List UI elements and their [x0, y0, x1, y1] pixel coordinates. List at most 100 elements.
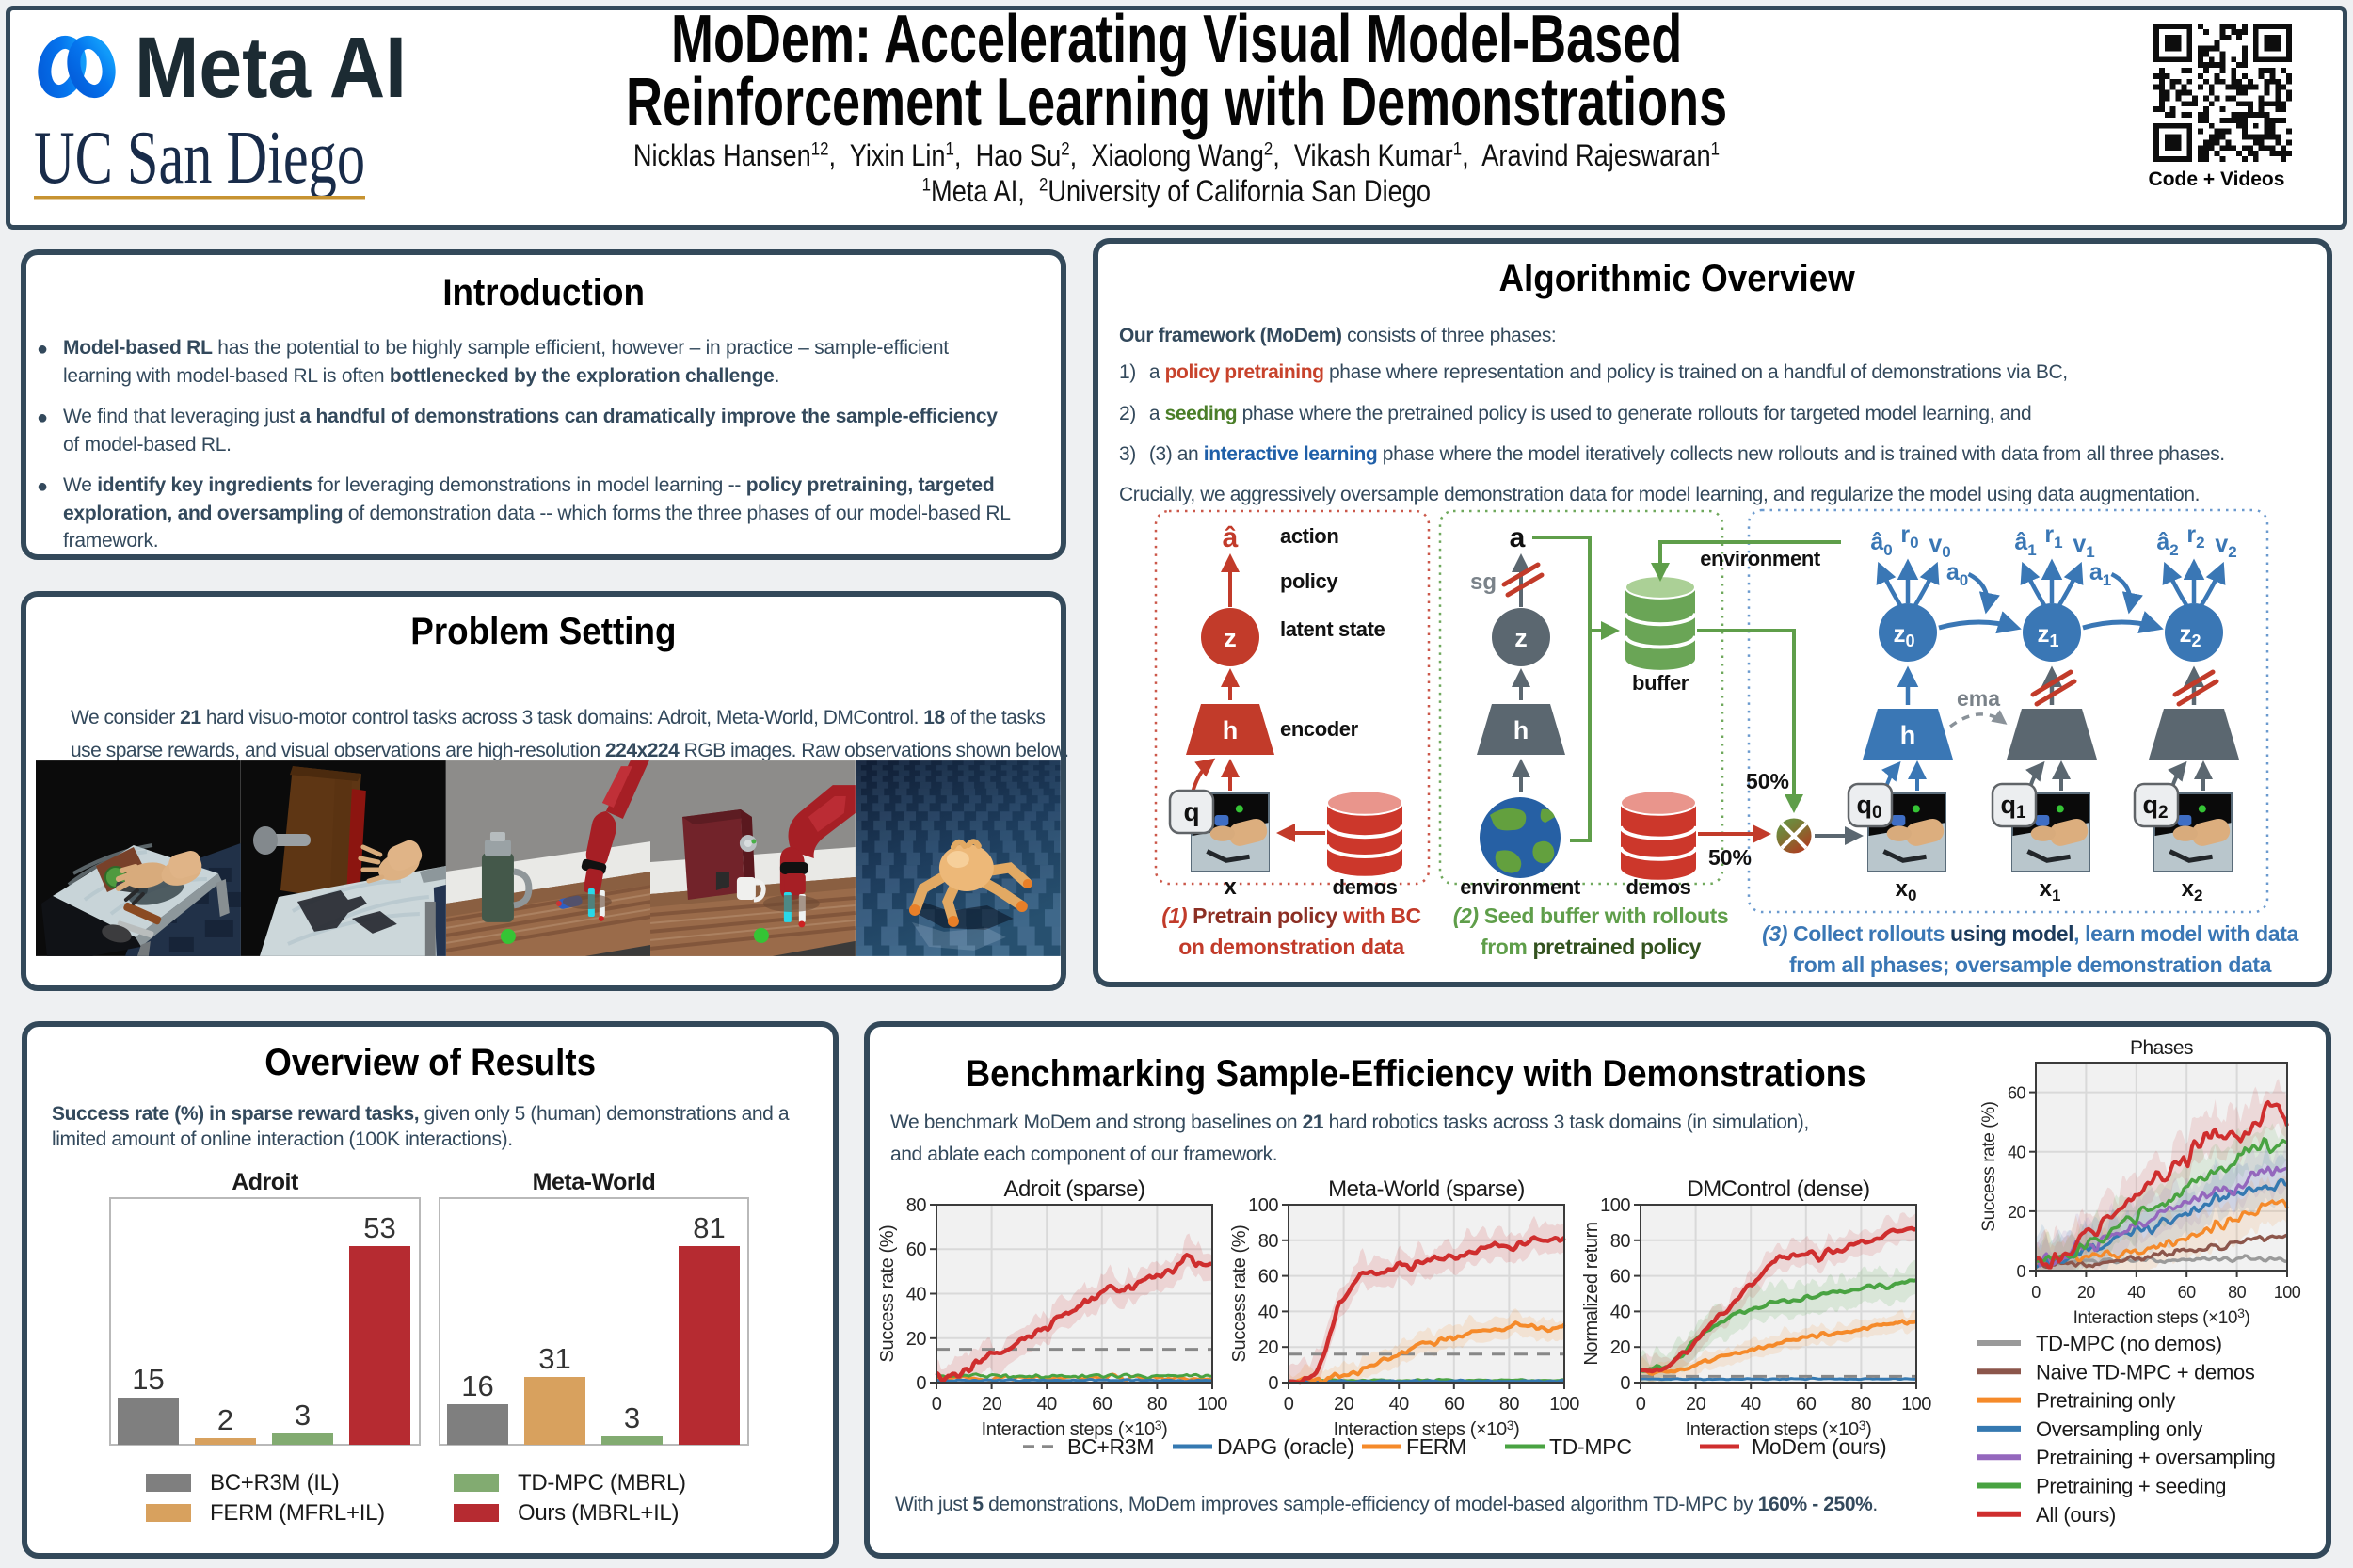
svg-text:31: 31	[538, 1342, 570, 1375]
svg-text:h: h	[1900, 721, 1916, 749]
svg-text:100: 100	[1600, 1195, 1630, 1216]
svg-text:0: 0	[916, 1373, 926, 1394]
svg-text:80: 80	[1851, 1394, 1872, 1415]
svg-text:x: x	[1224, 874, 1237, 900]
svg-text:ema: ema	[1957, 686, 2000, 711]
svg-text:Ours (MBRL+IL): Ours (MBRL+IL)	[518, 1500, 679, 1526]
svg-text:Interaction steps (×103): Interaction steps (×103)	[1334, 1417, 1520, 1440]
svg-text:action: action	[1280, 524, 1338, 548]
svg-text:sg: sg	[1470, 569, 1497, 595]
svg-text:BC+R3M: BC+R3M	[1067, 1434, 1154, 1459]
svg-text:15: 15	[132, 1363, 164, 1396]
svg-text:50%: 50%	[1708, 845, 1752, 870]
svg-text:0: 0	[1620, 1373, 1630, 1394]
svg-text:80: 80	[1258, 1231, 1279, 1252]
svg-text:60: 60	[1444, 1394, 1465, 1415]
svg-text:FERM: FERM	[1406, 1434, 1466, 1459]
svg-text:40: 40	[2008, 1144, 2026, 1162]
svg-text:20: 20	[982, 1394, 1002, 1415]
svg-text:40: 40	[1258, 1302, 1279, 1322]
svg-text:TD-MPC: TD-MPC	[1549, 1434, 1632, 1459]
svg-text:0: 0	[2016, 1262, 2025, 1281]
svg-text:60: 60	[1092, 1394, 1112, 1415]
svg-text:q: q	[1183, 797, 1199, 826]
svg-text:40: 40	[1741, 1394, 1762, 1415]
svg-text:on demonstration data: on demonstration data	[1178, 935, 1404, 959]
svg-text:Pretraining + seeding: Pretraining + seeding	[2036, 1475, 2226, 1498]
svg-text:2: 2	[217, 1403, 233, 1436]
svg-text:DAPG (oracle): DAPG (oracle)	[1217, 1434, 1354, 1459]
svg-text:from all phases; oversample de: from all phases; oversample demonstratio…	[1789, 952, 2272, 977]
svg-text:3: 3	[295, 1399, 311, 1432]
svg-text:80: 80	[906, 1195, 927, 1216]
svg-text:60: 60	[1610, 1267, 1631, 1288]
svg-text:MoDem (ours): MoDem (ours)	[1752, 1434, 1886, 1459]
svg-text:3: 3	[624, 1401, 640, 1434]
svg-text:80: 80	[2228, 1283, 2247, 1302]
svg-text:FERM (MFRL+IL): FERM (MFRL+IL)	[210, 1500, 385, 1526]
svg-text:Success rate (%): Success rate (%)	[1229, 1225, 1250, 1363]
svg-text:Success rate (%): Success rate (%)	[877, 1225, 898, 1363]
svg-text:UC San Diego: UC San Diego	[34, 117, 365, 200]
svg-text:80: 80	[1147, 1394, 1168, 1415]
svg-text:z: z	[1514, 624, 1528, 652]
svg-text:20: 20	[2008, 1203, 2026, 1222]
svg-text:buffer: buffer	[1632, 671, 1689, 695]
svg-text:environment: environment	[1700, 547, 1821, 570]
svg-text:100: 100	[1901, 1394, 1931, 1415]
svg-text:100: 100	[1549, 1394, 1579, 1415]
svg-text:40: 40	[906, 1285, 927, 1305]
svg-text:50%: 50%	[1746, 769, 1789, 793]
svg-text:encoder: encoder	[1280, 717, 1359, 741]
svg-text:100: 100	[1248, 1195, 1278, 1216]
svg-text:z: z	[1224, 624, 1237, 652]
svg-text:81: 81	[693, 1211, 725, 1244]
svg-text:40: 40	[1610, 1302, 1631, 1322]
svg-text:Meta-World (sparse): Meta-World (sparse)	[1328, 1176, 1525, 1202]
svg-text:All (ours): All (ours)	[2036, 1503, 2116, 1527]
svg-text:Success rate (%): Success rate (%)	[1979, 1101, 1999, 1231]
svg-text:53: 53	[363, 1211, 395, 1244]
svg-text:Meta-World: Meta-World	[533, 1169, 656, 1195]
svg-text:60: 60	[2178, 1283, 2197, 1302]
svg-text:40: 40	[1037, 1394, 1058, 1415]
svg-text:80: 80	[1499, 1394, 1520, 1415]
svg-text:60: 60	[906, 1240, 927, 1260]
svg-text:Oversampling only: Oversampling only	[2036, 1417, 2202, 1441]
svg-text:â: â	[1223, 522, 1239, 553]
svg-text:environment: environment	[1460, 875, 1581, 899]
svg-text:(2) Seed buffer with rollouts: (2) Seed buffer with rollouts	[1453, 904, 1729, 928]
svg-text:Pretraining + oversampling: Pretraining + oversampling	[2036, 1446, 2276, 1469]
svg-text:20: 20	[1334, 1394, 1354, 1415]
svg-text:16: 16	[461, 1369, 493, 1402]
svg-text:20: 20	[906, 1329, 927, 1350]
svg-text:100: 100	[1197, 1394, 1227, 1415]
svg-text:from pretrained policy: from pretrained policy	[1481, 935, 1702, 959]
svg-text:40: 40	[2127, 1283, 2146, 1302]
svg-text:a: a	[1510, 522, 1526, 553]
svg-text:(3) Collect rollouts using mod: (3) Collect rollouts using model, learn …	[1762, 921, 2298, 946]
svg-text:TD-MPC (MBRL): TD-MPC (MBRL)	[518, 1470, 686, 1496]
svg-text:100: 100	[2274, 1283, 2301, 1302]
svg-text:20: 20	[2077, 1283, 2096, 1302]
svg-text:0: 0	[932, 1394, 942, 1415]
svg-text:Normalized return: Normalized return	[1581, 1222, 1602, 1365]
svg-text:DMControl (dense): DMControl (dense)	[1687, 1176, 1869, 1202]
svg-text:Adroit (sparse): Adroit (sparse)	[1004, 1176, 1145, 1202]
svg-text:20: 20	[1610, 1337, 1631, 1358]
svg-text:80: 80	[1610, 1231, 1631, 1252]
svg-text:Interaction steps (×103): Interaction steps (×103)	[982, 1417, 1168, 1440]
svg-text:demos: demos	[1626, 875, 1691, 899]
svg-text:0: 0	[1636, 1394, 1646, 1415]
svg-text:20: 20	[1686, 1394, 1706, 1415]
svg-text:h: h	[1513, 716, 1529, 744]
svg-text:60: 60	[2008, 1084, 2026, 1103]
svg-text:TD-MPC (no demos): TD-MPC (no demos)	[2036, 1332, 2222, 1355]
svg-text:Interaction steps (×103): Interaction steps (×103)	[2073, 1305, 2250, 1328]
svg-text:(1) Pretrain policy with BC: (1) Pretrain policy with BC	[1161, 904, 1421, 928]
svg-text:60: 60	[1796, 1394, 1817, 1415]
svg-text:Adroit: Adroit	[232, 1169, 299, 1195]
svg-text:policy: policy	[1280, 569, 1338, 593]
svg-text:Interaction steps (×103): Interaction steps (×103)	[1686, 1417, 1872, 1440]
svg-text:40: 40	[1389, 1394, 1410, 1415]
